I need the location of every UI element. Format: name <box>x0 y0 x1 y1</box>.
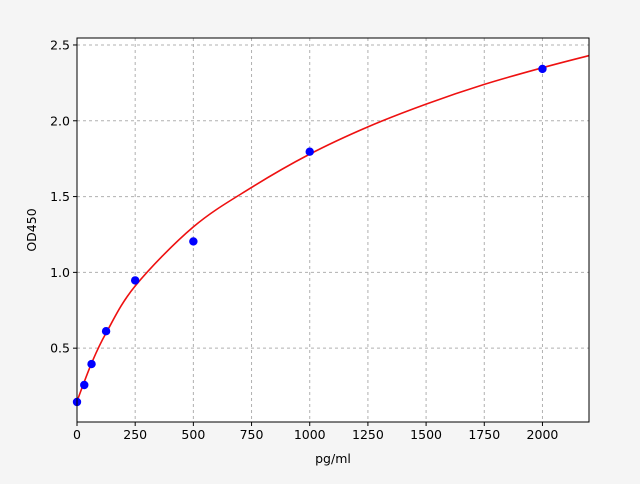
y-tick-label: 2.0 <box>50 113 70 128</box>
data-point <box>87 359 96 369</box>
y-tick-label: 2.5 <box>50 37 70 52</box>
grid <box>76 38 589 422</box>
x-tick-label: 750 <box>240 427 264 442</box>
x-tick-label: 1000 <box>294 427 326 442</box>
y-axis: 0.5 1.0 1.5 2.0 2.5 <box>50 37 77 356</box>
axes-frame <box>76 37 590 423</box>
x-tick-label: 1250 <box>352 427 384 442</box>
x-tick-label: 0 <box>73 427 81 442</box>
data-point <box>538 64 547 74</box>
data-point <box>80 380 89 390</box>
x-axis: 0 250 500 750 1000 1250 1500 1750 2000 <box>73 422 558 442</box>
data-point <box>305 147 314 156</box>
x-tick-label: 1500 <box>410 427 442 442</box>
x-tick-label: 2000 <box>527 427 559 442</box>
x-tick-label: 1750 <box>468 427 500 442</box>
x-tick-label: 250 <box>123 427 147 442</box>
y-tick-label: 1.5 <box>50 189 70 204</box>
data-points <box>72 64 547 407</box>
y-tick-label: 0.5 <box>50 341 70 356</box>
y-tick-label: 1.0 <box>50 265 70 280</box>
plot-area <box>77 38 589 422</box>
data-point <box>101 326 111 336</box>
data-point <box>130 276 140 285</box>
data-point <box>189 237 198 246</box>
x-tick-label: 500 <box>181 427 205 442</box>
x-axis-label: pg/ml <box>315 451 351 466</box>
y-axis-label: OD450 <box>24 208 39 251</box>
